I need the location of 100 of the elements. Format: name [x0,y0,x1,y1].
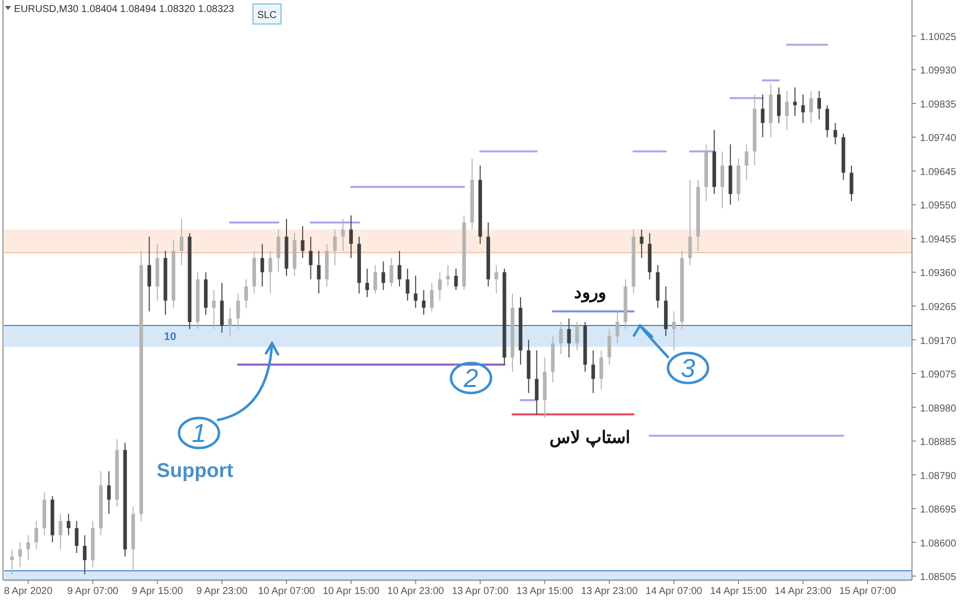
band-label: 10 [164,331,176,344]
annotation: SLC [257,10,277,21]
candlestick [567,318,571,358]
candlestick [446,264,450,287]
x-tick-label: 14 Apr 07:00 [646,586,703,597]
candlestick [559,321,563,354]
candlestick [365,268,370,298]
candlestick [406,268,410,302]
candlestick [809,90,813,124]
candlestick [591,350,596,394]
x-tick-label: 14 Apr 23:00 [774,586,832,597]
y-tick-label: 1.09835 [920,99,957,110]
y-tick-label: 1.09170 [920,336,957,347]
candlestick [308,236,313,280]
candlestick [212,290,216,330]
candlestick [825,104,830,138]
candlestick [438,272,442,302]
y-tick-label: 1.09645 [920,166,957,178]
candlestick [147,236,152,312]
candlestick [382,261,386,290]
y-tick-label: 1.09740 [920,133,957,144]
y-tick-label: 1.08695 [920,504,957,516]
annotation: استاپ لاس [550,428,630,448]
candlestick [534,350,539,415]
candlestick [333,229,337,266]
candlestick [760,94,764,138]
annotation: ورود [574,283,606,303]
y-tick-label: 1.08600 [920,538,957,550]
candlestick [834,122,838,145]
candlestick [640,229,644,259]
annotation: Support [156,460,234,482]
candlestick [720,150,724,209]
x-tick-label: 13 Apr 07:00 [452,586,509,597]
y-tick-label: 1.09930 [920,66,957,77]
candlestick [454,268,458,290]
candlestick [268,250,272,294]
candlestick [414,275,418,308]
candlestick [494,264,498,294]
candlestick [26,534,30,561]
candlestick [18,542,22,568]
candlestick [599,350,604,390]
x-tick-label: 10 Apr 15:00 [322,586,380,597]
candlestick [244,278,248,308]
candlestick [785,90,789,131]
x-tick-label: 10 Apr 07:00 [258,586,316,597]
candlestick [34,520,38,550]
y-tick-label: 1.08790 [920,470,957,482]
candlestick [349,214,353,259]
candlestick [817,90,821,120]
y-tick-label: 1.08505 [920,572,957,584]
candlestick [228,307,232,337]
candlestick [107,470,111,514]
candlestick [276,229,280,273]
candlestick [422,290,426,316]
candlestick [398,250,402,287]
x-tick-label: 9 Apr 23:00 [196,586,248,597]
x-tick-label: 13 Apr 15:00 [516,586,574,597]
y-tick-label: 1.09550 [920,200,957,212]
candlestick [260,243,264,287]
candlestick [850,165,854,202]
annotation: 2 [462,363,479,393]
x-tick-label: 13 Apr 23:00 [580,586,638,597]
candlestick [58,513,62,550]
candlestick [341,218,345,252]
candlestick [82,534,87,575]
candlestick [777,86,781,124]
chart-title: EURUSD,M30 1.08404 1.08494 1.08320 1.08323 [14,4,235,15]
candlestick [430,282,434,312]
candlestick [180,218,184,266]
candlestick [10,548,14,575]
x-tick-label: 14 Apr 15:00 [710,586,768,597]
y-tick-label: 1.09265 [920,302,957,313]
x-tick-label: 9 Apr 15:00 [132,586,184,597]
candlestick [793,86,797,116]
y-tick-label: 1.09455 [920,234,957,246]
x-tick-label: 15 Apr 07:00 [839,586,896,597]
candlestick [801,94,805,124]
candlestick [300,226,304,259]
candlestick [74,520,78,554]
candlestick [316,250,321,294]
candlestick [390,258,394,287]
x-tick-label: 9 Apr 07:00 [67,586,119,597]
y-tick-label: 1.10025 [920,32,957,43]
x-tick-label: 10 Apr 23:00 [387,586,444,597]
candlestick [672,310,676,351]
candlestick [616,310,620,344]
x-tick-label: 8 Apr 2020 [4,586,53,597]
candlestick [373,264,378,294]
y-tick-label: 1.08980 [920,403,957,414]
candlestick [66,513,70,536]
y-tick-label: 1.09075 [920,370,957,381]
candlestick [744,144,748,180]
annotation: 3 [680,353,696,383]
candlestick [608,328,612,366]
y-tick-label: 1.09360 [920,268,957,280]
candlestick [236,293,240,330]
y-tick-label: 1.08885 [920,437,957,448]
annotation: 1 [192,418,206,448]
candlestick [688,179,692,266]
candlestick [575,321,579,351]
